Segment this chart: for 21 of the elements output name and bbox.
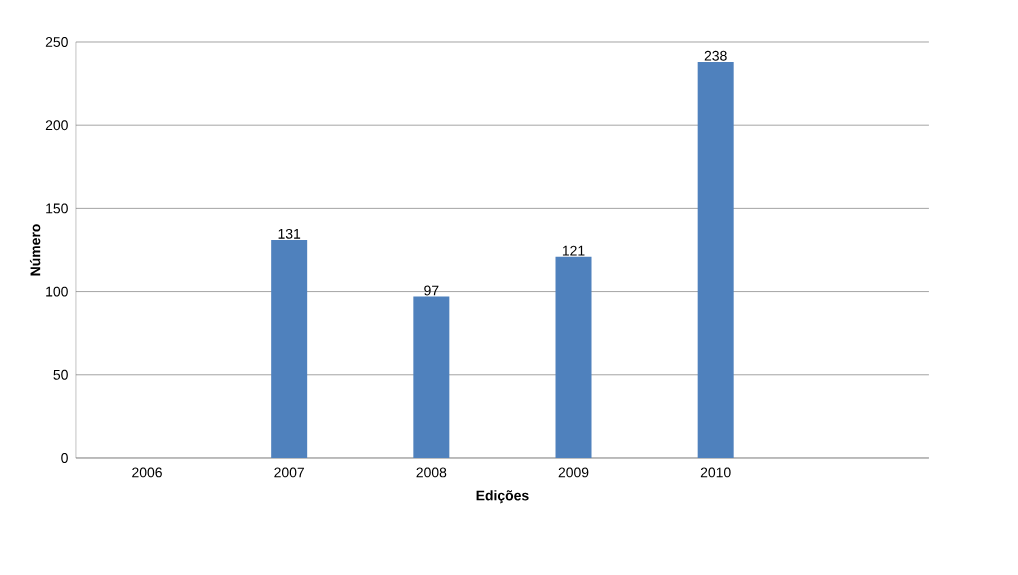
data-label: 131: [278, 228, 301, 239]
x-tick-label: 2010: [700, 467, 731, 478]
y-tick-label: 0: [61, 453, 68, 463]
x-axis-title: Edições: [476, 490, 529, 504]
data-label: 238: [704, 50, 727, 61]
y-tick-label: 100: [46, 286, 68, 297]
bar: [413, 296, 450, 458]
x-tick-label: 2007: [274, 467, 304, 478]
y-tick-label: 250: [45, 37, 68, 47]
y-axis-title: Número: [29, 224, 41, 276]
y-tick-label: 50: [53, 369, 68, 380]
bar: [697, 61, 734, 458]
y-tick-label: 200: [45, 120, 68, 131]
x-tick-label: 2008: [416, 467, 447, 478]
x-tick-label: 2009: [558, 467, 589, 478]
data-label: 121: [562, 245, 585, 256]
bar: [555, 256, 592, 458]
data-label: 97: [424, 285, 439, 296]
bar: [271, 240, 308, 458]
x-tick-label: 2006: [132, 467, 162, 478]
y-tick-label: 150: [46, 203, 68, 214]
